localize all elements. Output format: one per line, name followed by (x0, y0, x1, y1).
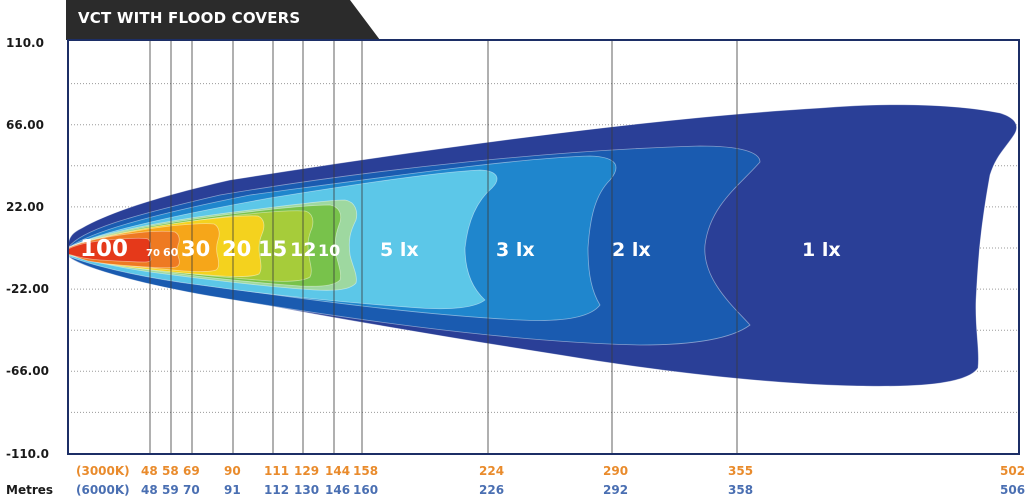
y-tick-label: -66.00 (6, 364, 49, 379)
distance-value: 70 (183, 483, 200, 497)
distance-row-label: (3000K) (76, 464, 130, 478)
distance-value: 290 (603, 464, 629, 478)
distance-value: 502 (1000, 464, 1025, 478)
distance-value: 292 (603, 483, 629, 497)
zone-label: 10 (318, 241, 340, 260)
zone-label: 2 lx (612, 239, 651, 261)
vertical-gridlines (149, 40, 738, 454)
plot-frame (67, 39, 1020, 455)
distance-value: 144 (325, 464, 351, 478)
y-tick-label: 110.0 (6, 35, 44, 50)
zone-label: 3 lx (496, 239, 535, 261)
distance-value: 112 (264, 483, 290, 497)
distance-row-label: (6000K) (76, 483, 130, 497)
distance-value: 146 (325, 483, 351, 497)
distance-value: 129 (294, 464, 320, 478)
distance-row-6000k: (6000K) 48 59 70 91 112 130 146 160 226 292 358 506 (0, 483, 1025, 497)
zone-label: 12 (290, 239, 316, 261)
distance-row-3000k: (3000K) 48 58 69 90 111 129 144 158 224 290 355 502 (0, 464, 1025, 478)
distance-value: 111 (264, 464, 290, 478)
y-tick-label: 22.00 (6, 199, 44, 214)
units-label: Metres (6, 483, 54, 497)
distance-value: 130 (294, 483, 320, 497)
distance-value: 48 (141, 464, 158, 478)
distance-value: 224 (479, 464, 505, 478)
beam-zones (68, 104, 1017, 387)
distance-value: 226 (479, 483, 505, 497)
title-tab-shape (66, 0, 380, 40)
zone-labels: 100 70 60 30 20 15 12 10 5 lx 3 lx 2 lx 1 lx (80, 236, 841, 262)
title-tab: VCT WITH FLOOD COVERS (0, 0, 385, 40)
distance-value: 58 (162, 464, 179, 478)
distance-value: 355 (728, 464, 754, 478)
zone-label: 20 (222, 237, 251, 261)
y-tick-label: -110.0 (6, 446, 49, 461)
y-tick-label: -22.00 (6, 282, 49, 297)
zone-label: 30 (181, 237, 210, 261)
distance-value: 358 (728, 483, 754, 497)
distance-value: 59 (162, 483, 179, 497)
zone-label: 5 lx (380, 239, 419, 261)
zone-label: 100 (80, 236, 128, 262)
distance-value: 158 (353, 464, 379, 478)
zone-label: 15 (258, 237, 287, 261)
distance-value: 160 (353, 483, 379, 497)
y-tick-label: 66.00 (6, 117, 44, 132)
distance-value: 48 (141, 483, 158, 497)
distance-value: 90 (224, 464, 241, 478)
zone-label: 1 lx (802, 239, 841, 261)
distance-value: 69 (183, 464, 200, 478)
distance-value: 91 (224, 483, 241, 497)
chart-title: VCT WITH FLOOD COVERS (78, 9, 301, 27)
zone-label: 60 (163, 246, 179, 259)
distance-value: 506 (1000, 483, 1025, 497)
zone-label: 70 (146, 248, 160, 259)
